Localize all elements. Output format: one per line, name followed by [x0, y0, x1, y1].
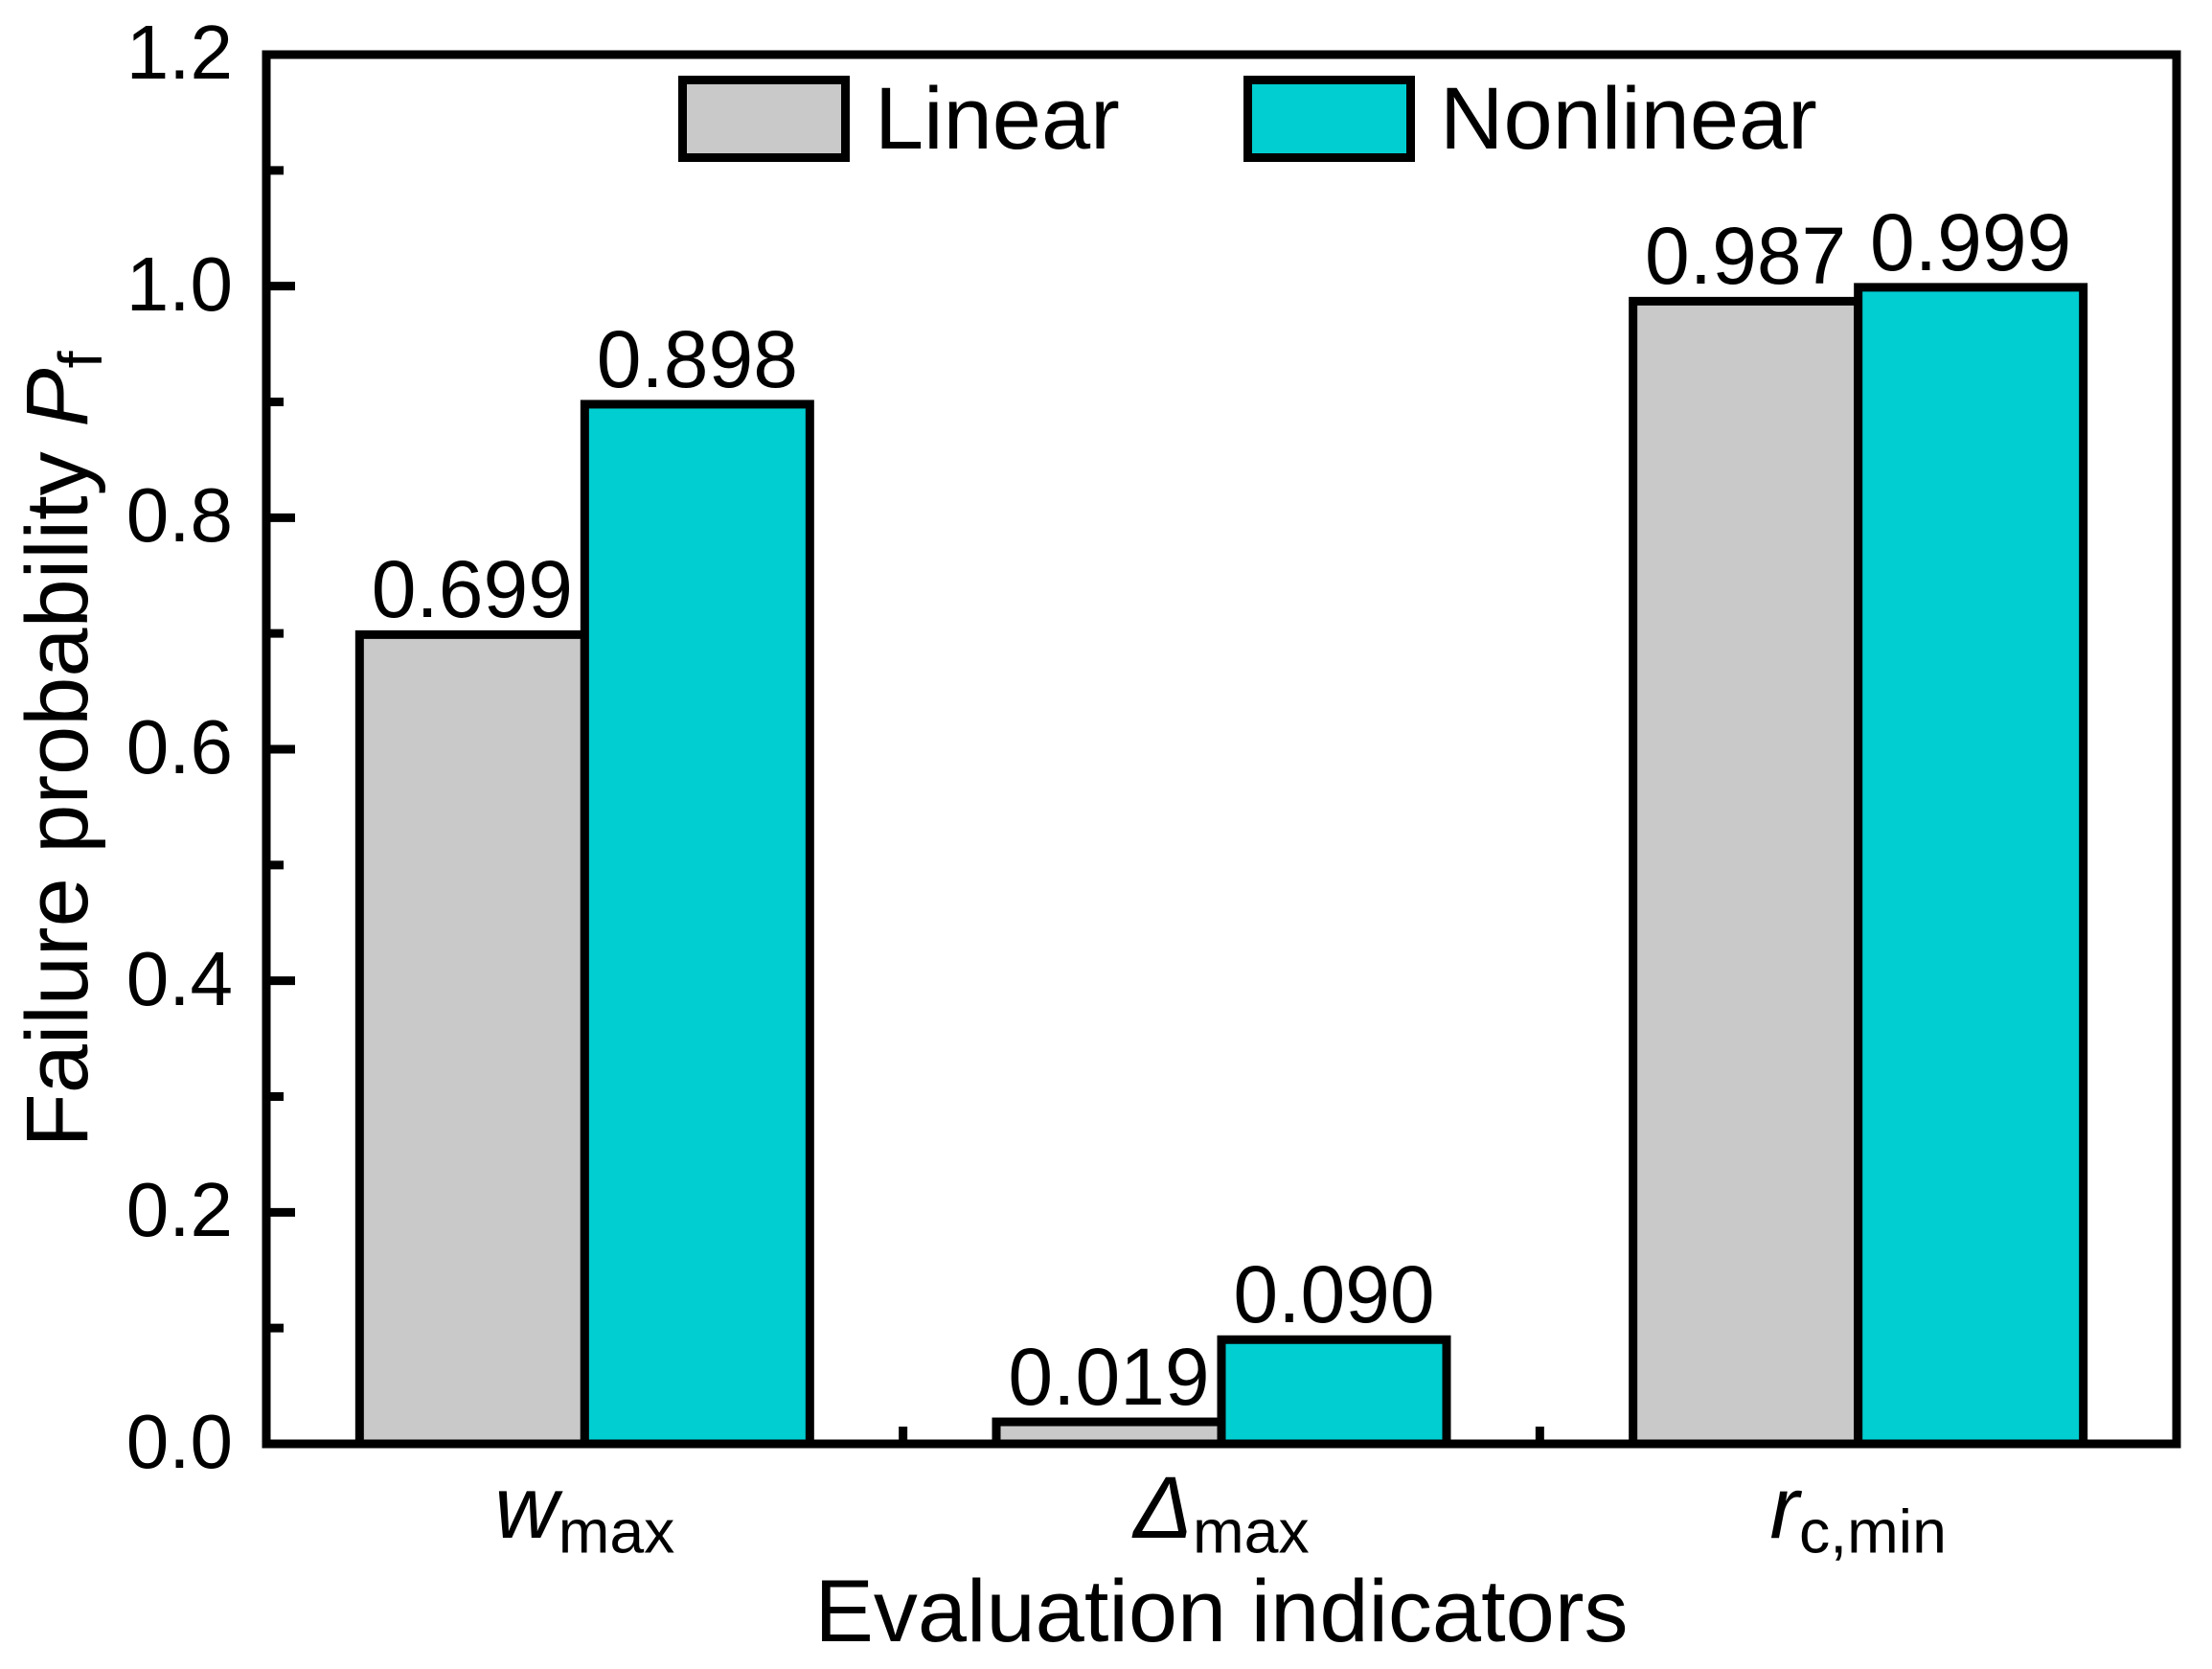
bar-linear-cat0 — [354, 629, 589, 1449]
y-axis-title-subscript: f — [46, 351, 116, 369]
bar-linear-cat2 — [1629, 296, 1863, 1449]
x-axis-title: Evaluation indicators — [814, 1563, 1629, 1660]
y-axis-title-symbol: P — [8, 368, 106, 427]
bar-nonlinear-cat2 — [1854, 283, 2088, 1449]
bar-nonlinear-cat1 — [1217, 1335, 1451, 1449]
bar-nonlinear-cat0 — [580, 400, 814, 1449]
y-axis-title-text: Failure probability — [8, 426, 106, 1148]
y-axis-title: Failure probability Pf — [9, 351, 125, 1148]
